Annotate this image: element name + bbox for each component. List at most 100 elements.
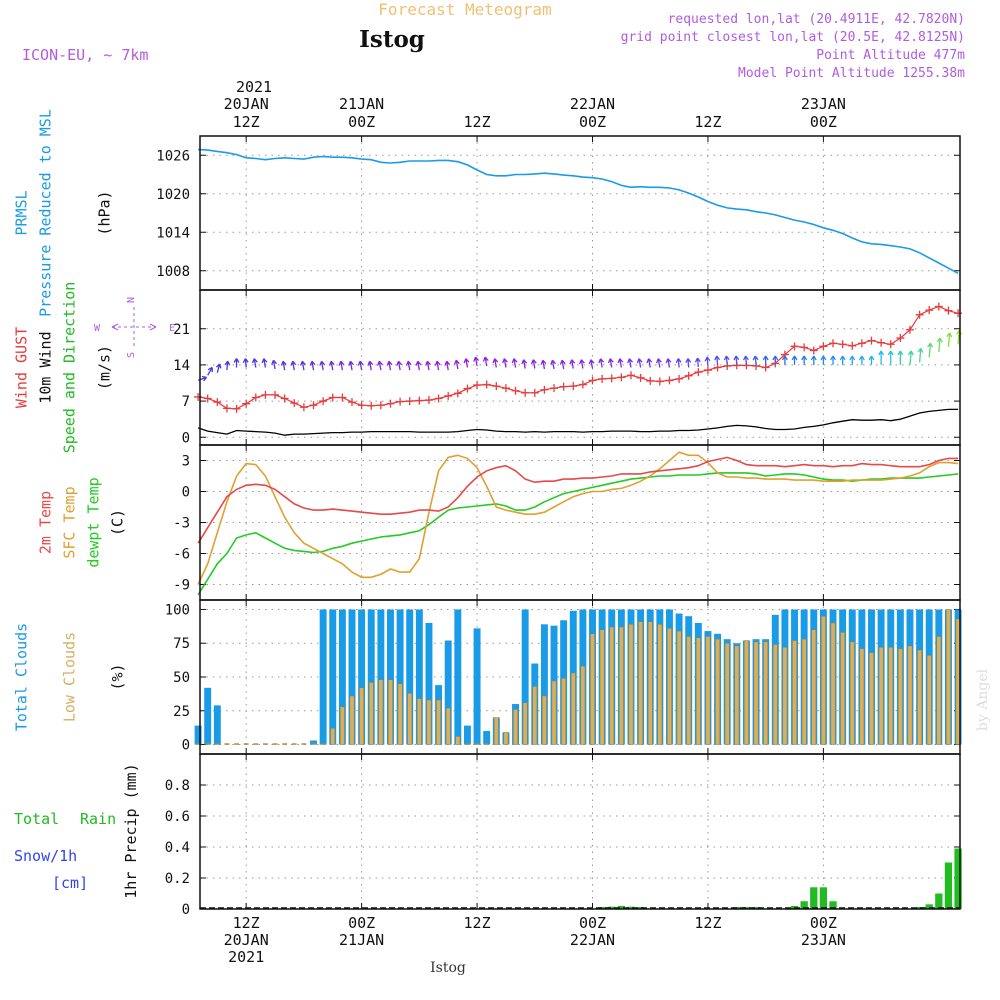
wind-arrow xyxy=(646,358,653,368)
gust-marker xyxy=(463,384,472,393)
wind-arrow xyxy=(502,358,508,368)
model-altitude: Model Point Altitude 1255.38m xyxy=(738,66,965,81)
wind-arrow xyxy=(521,359,528,369)
low-clouds-bar xyxy=(397,683,403,745)
gust-marker xyxy=(453,389,462,398)
y-tick-label: -6 xyxy=(173,547,190,563)
wind-arrow xyxy=(694,357,701,368)
wind-arrow xyxy=(781,355,788,365)
low-clouds-bar xyxy=(224,743,230,745)
total-clouds-bar xyxy=(319,609,327,745)
gust-marker xyxy=(348,398,356,407)
low-clouds-bar xyxy=(282,743,288,745)
low-clouds-bar xyxy=(859,648,865,745)
wind-arrow xyxy=(946,332,953,347)
bottom-time-label: 21JAN xyxy=(339,931,384,949)
panel-frame xyxy=(199,753,961,910)
gust-marker xyxy=(550,384,559,393)
gust-marker xyxy=(636,373,645,382)
low-clouds-bar xyxy=(888,647,894,745)
low-clouds-bar xyxy=(551,680,557,745)
top-time-label: 20JAN xyxy=(224,95,269,113)
gust-marker xyxy=(934,302,943,311)
wind-arrow xyxy=(550,359,557,370)
total-clouds-bar xyxy=(444,640,452,745)
grid-point-lonlat: grid point closest lon,lat (20.5E, 42.81… xyxy=(621,30,965,45)
wind-arrow xyxy=(820,355,827,365)
y-tick-label: 25 xyxy=(173,704,190,720)
low-clouds-bar xyxy=(484,743,490,745)
y-tick-label: 0.4 xyxy=(165,840,190,856)
bottom-time-label: 12Z xyxy=(464,914,491,932)
wind-arrow xyxy=(733,355,740,365)
top-time-label: 00Z xyxy=(810,113,837,131)
gust-marker xyxy=(530,388,539,397)
wind-arrow xyxy=(772,355,779,365)
low-clouds-bar xyxy=(378,679,384,745)
gust-marker xyxy=(271,390,280,399)
gust-marker xyxy=(905,325,914,334)
watermark: by Angel xyxy=(975,668,991,731)
low-clouds-bar xyxy=(686,636,692,745)
wind-arrow xyxy=(511,358,518,368)
wind-arrow xyxy=(405,360,412,371)
low-clouds-bar xyxy=(619,626,624,745)
low-clouds-bar xyxy=(561,678,567,745)
y-tick-label: 0 xyxy=(182,430,190,446)
wind-arrow xyxy=(858,355,865,365)
total-clouds-bar xyxy=(540,624,548,745)
wind-arrow xyxy=(897,350,904,365)
y-axis-title: 1hr Precip (mm) xyxy=(122,763,140,898)
low-clouds-bar xyxy=(667,628,672,745)
wind-arrow xyxy=(868,355,875,365)
bottom-time-label: 00Z xyxy=(579,914,606,932)
wind-arrow xyxy=(396,360,403,371)
total-clouds-bar xyxy=(358,609,366,745)
y-axis-title: PRMSL xyxy=(13,190,31,235)
gust-marker xyxy=(405,397,414,406)
gust-marker xyxy=(848,341,857,350)
low-clouds-bar xyxy=(436,699,441,745)
bottom-time-label: 23JAN xyxy=(801,931,846,949)
wind-arrow xyxy=(453,359,460,370)
gust-marker xyxy=(290,399,299,408)
wind-arrow xyxy=(224,360,231,371)
wind-arrow xyxy=(367,360,374,371)
bottom-time-label: 22JAN xyxy=(570,931,615,949)
top-time-label: 00Z xyxy=(348,113,375,131)
wind-arrow xyxy=(377,360,383,371)
low-clouds-bar xyxy=(628,624,634,745)
bottom-time-label: 2021 xyxy=(228,948,264,966)
low-clouds-bar xyxy=(695,637,701,745)
low-clouds-bar xyxy=(493,717,499,745)
gust-marker xyxy=(482,380,491,389)
gust-marker xyxy=(607,374,616,383)
total-clouds-bar xyxy=(473,628,481,745)
compass-e: E xyxy=(169,323,175,334)
gust-marker xyxy=(396,397,405,406)
top-time-label: 00Z xyxy=(579,113,606,131)
series-line-pressure xyxy=(198,148,959,275)
panel-frame xyxy=(199,135,961,291)
low-clouds-bar xyxy=(897,648,903,745)
chart-title: Forecast Meteogram xyxy=(378,0,551,19)
low-clouds-bar xyxy=(801,638,807,745)
wind-arrow xyxy=(588,359,595,369)
gust-marker xyxy=(838,340,847,349)
low-clouds-bar xyxy=(821,615,826,745)
total-clouds-bar xyxy=(329,609,337,745)
top-time-label: 12Z xyxy=(694,113,721,131)
wind-arrow xyxy=(530,359,537,369)
total-clouds-bar xyxy=(387,609,394,745)
gust-marker xyxy=(424,396,433,405)
y-tick-label: 75 xyxy=(173,636,190,652)
y-tick-label: 14 xyxy=(173,358,190,374)
legend-rain: Rain xyxy=(80,810,116,828)
low-clouds-bar xyxy=(676,630,682,745)
low-clouds-bar xyxy=(291,743,297,745)
wind-arrow xyxy=(425,360,431,371)
wind-arrow xyxy=(309,360,316,371)
low-clouds-bar xyxy=(253,743,259,745)
wind-arrow xyxy=(290,360,297,371)
